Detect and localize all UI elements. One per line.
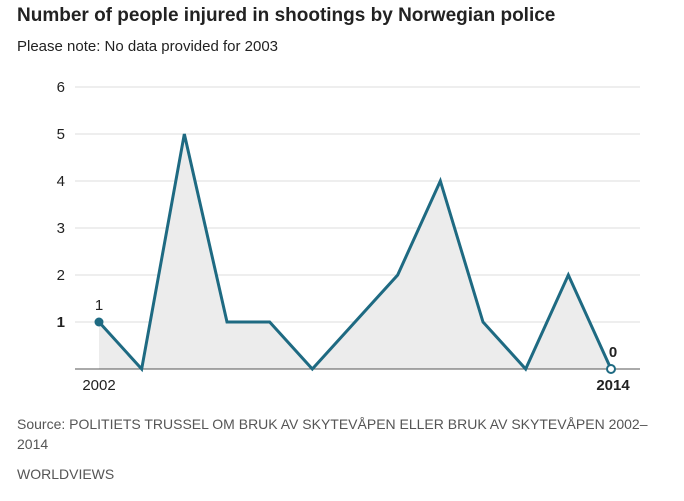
y-tick-label: 3 [57,220,65,237]
y-tick-label: 2 [57,267,65,284]
data-label: 1 [95,297,103,314]
area-fill [99,134,611,369]
y-tick-label: 5 [57,126,65,143]
y-tick-label: 6 [57,79,65,96]
end-point [606,364,616,374]
source-note: Source: POLITIETS TRUSSEL OM BRUK AV SKY… [17,416,648,452]
brand-label: WORLDVIEWS [17,466,115,482]
chart-title: Number of people injured in shootings by… [17,5,556,26]
x-tick-label: 2002 [82,377,115,394]
y-tick-label: 1 [57,314,65,331]
line-chart: 1 2 3 4 5 6 1 0 2002 2014 [57,79,640,394]
start-point [94,317,104,327]
chart-subtitle: Please note: No data provided for 2003 [17,38,279,55]
y-tick-label: 4 [57,173,65,190]
series-line [97,133,613,373]
data-label: 0 [609,344,617,361]
x-tick-label: 2014 [596,377,630,394]
